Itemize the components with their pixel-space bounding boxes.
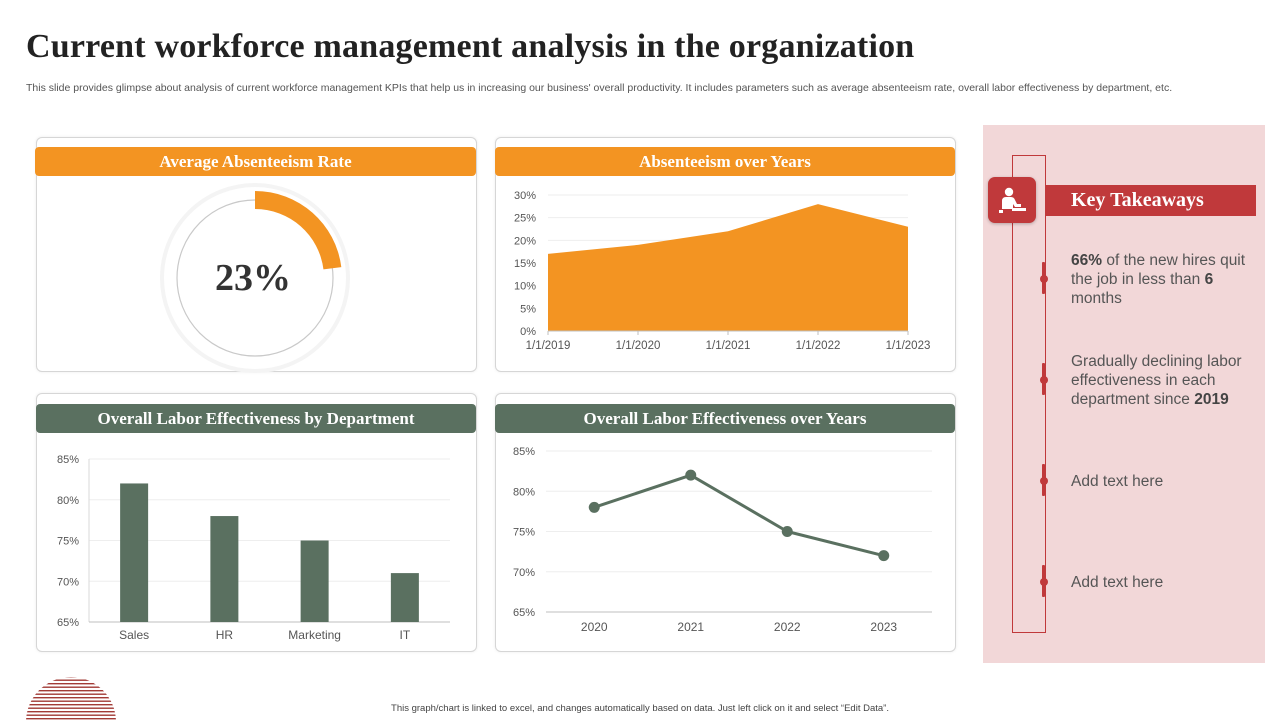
y-tick-label: 70% xyxy=(513,567,535,579)
gauge-slice-absent[interactable] xyxy=(255,191,342,270)
x-tick-label: 1/1/2021 xyxy=(706,340,751,352)
timeline-frame xyxy=(1012,155,1046,633)
y-tick-label: 15% xyxy=(514,258,536,270)
takeaway-text: months xyxy=(1071,290,1122,307)
absenteeism-gauge[interactable] xyxy=(160,183,350,373)
labor-department-bar-chart[interactable]: 65% 70% 75% 80% 85% Sales HR Marketing IT xyxy=(36,440,477,650)
x-tick-label: HR xyxy=(216,628,234,642)
labor-years-line[interactable] xyxy=(593,473,885,558)
y-tick-label: 10% xyxy=(514,281,536,293)
gauge-glow-ring xyxy=(160,183,350,373)
takeaway-item-3: Add text here xyxy=(1071,472,1256,491)
bar-hr[interactable] xyxy=(210,516,239,622)
takeaway-text: Add text here xyxy=(1071,574,1164,591)
labor-years-title: Overall Labor Effectiveness over Years xyxy=(495,404,955,433)
y-tick-label: 0% xyxy=(520,326,536,338)
y-tick-label: 25% xyxy=(514,213,536,225)
decorative-semicircle xyxy=(26,677,116,720)
y-tick-label: 80% xyxy=(57,495,79,507)
bar-marketing[interactable] xyxy=(300,540,329,623)
takeaway-highlight: 66% xyxy=(1071,252,1103,269)
takeaway-text: Add text here xyxy=(1071,473,1164,490)
x-tick-label: 2021 xyxy=(677,620,704,634)
timeline-dot xyxy=(1040,376,1048,384)
x-tick-label: 2020 xyxy=(581,620,608,634)
labor-years-line-chart[interactable]: 65% 70% 75% 80% 85% 2020 2021 2022 2023 xyxy=(495,440,955,650)
takeaways-title: Key Takeaways xyxy=(1045,185,1256,216)
takeaway-item-2: Gradually declining labor effectiveness … xyxy=(1071,352,1256,409)
x-tick-label: Marketing xyxy=(288,628,341,642)
takeaway-item-4: Add text here xyxy=(1071,573,1256,592)
x-tick-label: Sales xyxy=(119,628,149,642)
y-tick-label: 75% xyxy=(57,536,79,548)
y-tick-label: 85% xyxy=(57,454,79,466)
x-tick-label: IT xyxy=(400,628,411,642)
y-tick-label: 75% xyxy=(513,527,535,539)
timeline-dot xyxy=(1040,275,1048,283)
takeaway-item-1: 66% of the new hires quit the job in les… xyxy=(1071,251,1256,308)
absenteeism-rate-title: Average Absenteeism Rate xyxy=(35,147,476,176)
x-tick-label: 2023 xyxy=(870,620,897,634)
x-tick-label: 1/1/2022 xyxy=(796,340,841,352)
page-subtitle: This slide provides glimpse about analys… xyxy=(26,82,1173,94)
absenteeism-area-chart[interactable]: 0% 5% 10% 15% 20% 25% 30% 1/1/2019 1/1/2020 1/1/2… xyxy=(495,180,955,360)
absenteeism-area[interactable] xyxy=(548,204,908,331)
x-tick-label: 1/1/2020 xyxy=(616,340,661,352)
y-tick-label: 20% xyxy=(514,235,536,247)
y-tick-label: 65% xyxy=(57,617,79,629)
point-2020[interactable] xyxy=(588,501,600,513)
bar-it[interactable] xyxy=(390,573,419,622)
point-2023[interactable] xyxy=(878,550,890,562)
x-tick-label: 1/1/2019 xyxy=(526,340,571,352)
takeaway-text: Gradually declining labor effectiveness … xyxy=(1071,353,1242,408)
y-tick-label: 70% xyxy=(57,576,79,588)
y-tick-label: 5% xyxy=(520,303,536,315)
takeaway-highlight: 6 xyxy=(1204,271,1214,288)
takeaway-text: of the new hires quit the job in less th… xyxy=(1071,252,1246,288)
page-title: Current workforce management analysis in… xyxy=(26,28,915,65)
y-tick-label: 85% xyxy=(513,446,535,458)
absenteeism-rate-value: 23% xyxy=(215,257,291,299)
presenter-icon xyxy=(999,187,1026,213)
takeaway-highlight: 2019 xyxy=(1194,391,1229,408)
x-tick-label: 2022 xyxy=(774,620,801,634)
timeline-dot xyxy=(1040,477,1048,485)
bar-sales[interactable] xyxy=(120,483,149,622)
absenteeism-years-title: Absenteeism over Years xyxy=(495,147,955,176)
y-tick-label: 65% xyxy=(513,607,535,619)
y-tick-label: 30% xyxy=(514,190,536,202)
takeaways-icon-box xyxy=(988,177,1036,223)
x-tick-label: 1/1/2023 xyxy=(886,340,931,352)
point-2021[interactable] xyxy=(685,469,697,481)
footer-note: This graph/chart is linked to excel, and… xyxy=(391,703,889,714)
timeline-dot xyxy=(1040,578,1048,586)
point-2022[interactable] xyxy=(781,526,793,537)
labor-department-title: Overall Labor Effectiveness by Departmen… xyxy=(36,404,476,433)
y-tick-label: 80% xyxy=(513,486,535,498)
labor-years-card xyxy=(495,393,956,652)
